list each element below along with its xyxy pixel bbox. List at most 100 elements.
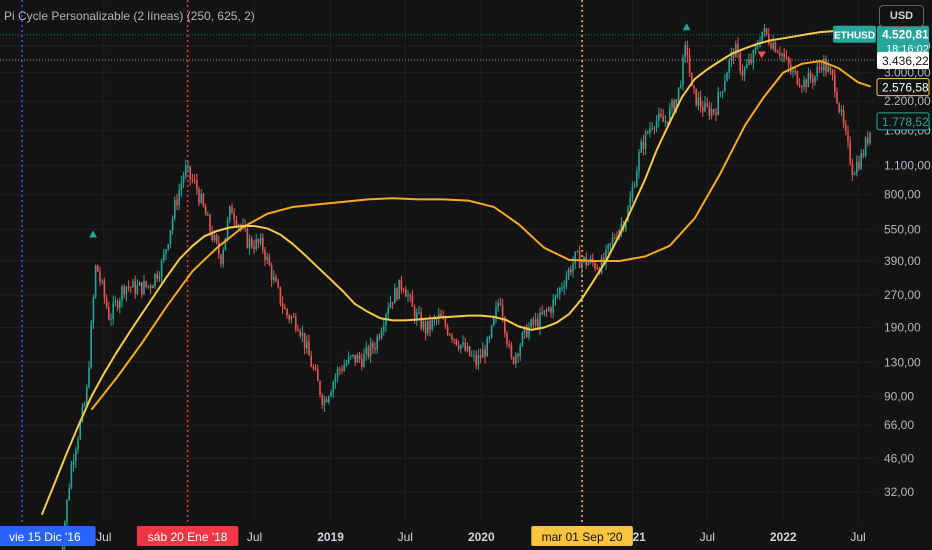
candle [512, 357, 515, 364]
candle [209, 215, 211, 232]
candle [849, 141, 851, 164]
candle [363, 354, 365, 368]
candle [801, 86, 803, 88]
event-label-box [0, 526, 96, 546]
candle [321, 395, 323, 406]
candle [308, 341, 310, 356]
candle [807, 72, 810, 88]
candle [101, 281, 103, 283]
candle [559, 287, 561, 294]
candle [851, 163, 854, 175]
candle [367, 347, 370, 357]
indicator-title[interactable]: Pi Cycle Personalizable (2 líneas) (250,… [4, 9, 255, 23]
candle [746, 64, 748, 68]
candle [138, 282, 141, 286]
candle [484, 349, 486, 357]
y-tick-label: 32,00 [884, 485, 914, 499]
candle [840, 110, 843, 112]
candle [81, 406, 84, 422]
candle [576, 251, 579, 253]
candle [303, 332, 306, 349]
candle [574, 251, 576, 264]
event-label: mar 01 Sep '20 [542, 530, 623, 544]
candle [600, 258, 603, 274]
y-tick-label: 3.000,00 [884, 66, 931, 80]
candle [737, 44, 739, 53]
candle [528, 326, 530, 338]
candle [451, 335, 453, 340]
candle [699, 97, 702, 108]
candle [739, 52, 741, 71]
candle [306, 341, 308, 349]
candle [554, 295, 557, 300]
currency-button[interactable]: USD [879, 5, 924, 27]
candle [796, 71, 799, 85]
candle [497, 303, 499, 307]
candle [211, 231, 213, 240]
candle [167, 244, 169, 250]
candle [273, 276, 275, 281]
candle [860, 153, 862, 169]
candle [638, 152, 640, 172]
candle [207, 215, 209, 217]
candle [827, 66, 829, 72]
candle [691, 72, 693, 86]
candle [781, 53, 783, 56]
price-tags: ETHUSD 4.520,8118:16:023.436,222.576,581.… [833, 25, 930, 131]
candle [671, 100, 673, 108]
candle [770, 43, 772, 49]
candle [372, 342, 374, 349]
candle [805, 79, 807, 88]
candle [625, 220, 627, 229]
candle [396, 288, 398, 300]
candle [816, 67, 818, 77]
y-tick-label: 800,00 [884, 188, 921, 202]
candle [545, 310, 548, 312]
candle [594, 262, 596, 269]
candle [680, 85, 682, 88]
candle [424, 321, 427, 334]
candle [726, 73, 728, 82]
candle [233, 213, 235, 220]
candle [471, 355, 473, 357]
candle [383, 325, 385, 331]
candle [116, 301, 119, 309]
candle [83, 403, 86, 407]
x-tick-label: Jul [700, 530, 715, 544]
candle [215, 234, 218, 243]
candle [152, 285, 154, 289]
event-label: vie 15 Dic '16 [9, 530, 81, 544]
candle [842, 110, 845, 125]
candle [510, 344, 513, 358]
candle [708, 105, 711, 116]
candle [633, 186, 636, 188]
candle [354, 354, 356, 363]
candle [675, 99, 678, 111]
candle [229, 206, 231, 221]
candle [713, 109, 715, 113]
candle [86, 386, 88, 404]
candle [504, 317, 506, 333]
candle [317, 369, 319, 382]
candle [330, 392, 332, 397]
candle [61, 546, 64, 550]
event-label-box [136, 526, 239, 546]
candle [103, 281, 106, 298]
candle [286, 308, 288, 316]
candle [165, 249, 167, 254]
last-close-value: 1.778,52 [882, 115, 929, 129]
candle [68, 488, 70, 500]
candle [389, 302, 392, 308]
candle [673, 100, 675, 111]
last-close-tag [876, 112, 930, 131]
candle [332, 382, 334, 393]
candle [636, 171, 638, 187]
candle [684, 45, 686, 57]
y-tick-label: 550,00 [884, 222, 921, 236]
candle [125, 286, 128, 294]
candle [200, 193, 202, 203]
candle [361, 359, 363, 368]
